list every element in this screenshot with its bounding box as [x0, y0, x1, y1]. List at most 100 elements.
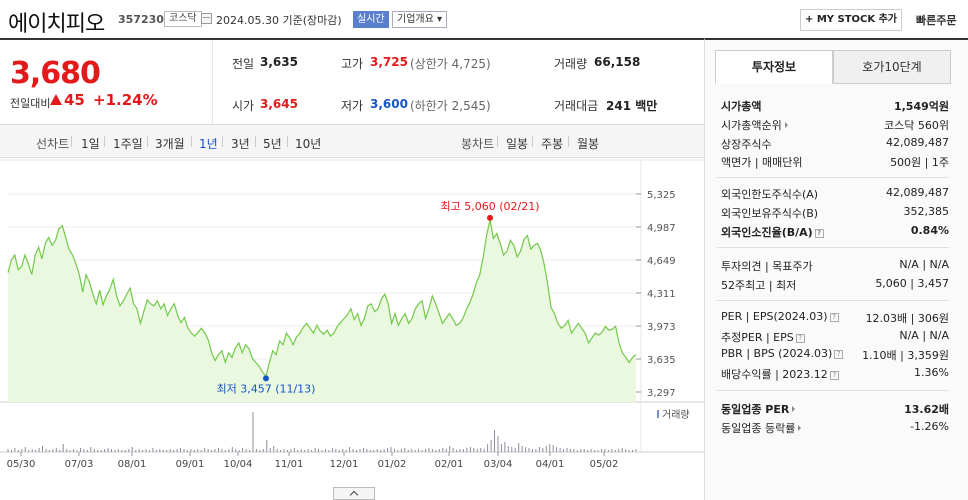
divider — [497, 136, 498, 147]
tab-1w[interactable]: 1주일 — [113, 137, 143, 151]
y-axis: 5,325 4,987 4,649 4,311 3,973 3,635 3,297 — [636, 190, 676, 399]
divider — [71, 136, 72, 147]
quick-order-button[interactable]: 빠른주문 — [916, 14, 957, 27]
divider — [222, 136, 223, 147]
tab-3y[interactable]: 3년 — [231, 137, 250, 151]
est-per-label: 추정PER | EPS? — [721, 329, 805, 345]
triangle-right-icon — [784, 122, 788, 128]
open-label: 시가 — [232, 99, 255, 113]
line-chart-title: 선차트 — [36, 137, 70, 151]
divider — [104, 136, 105, 147]
est-per-value: N/A | N/A — [899, 329, 949, 342]
triangle-right-icon — [792, 406, 796, 412]
low-label: 저가 — [341, 99, 364, 113]
shares-row: 상장주식수 42,089,487 — [717, 135, 949, 153]
high-marker — [487, 214, 494, 221]
market-cap-rank-row[interactable]: 시가총액순위 코스닥 560위 — [717, 116, 949, 134]
stock-code: 357230 — [118, 13, 164, 26]
help-icon[interactable]: ? — [829, 313, 839, 322]
foreign-hold-row: 외국인보유주식수(B) 352,385 — [717, 204, 949, 222]
sector-rate-label: 동일업종 등락률 — [721, 420, 802, 436]
triangle-right-icon — [798, 425, 802, 431]
opinion-label: 투자의견 | 목표주가 — [721, 260, 813, 273]
tab-1d[interactable]: 1일 — [81, 137, 100, 151]
x-tick-label: 05/30 — [7, 459, 36, 470]
tab-monthly[interactable]: 월봉 — [577, 137, 600, 151]
tab-5y[interactable]: 5년 — [263, 137, 282, 151]
est-per-label-text: 추정PER | EPS — [721, 331, 794, 344]
shares-value: 42,089,487 — [886, 136, 949, 149]
foreign-limit-row: 외국인한도주식수(A) 42,089,487 — [717, 185, 949, 203]
expand-chart-button[interactable] — [333, 487, 375, 500]
high-label: 고가 — [341, 57, 364, 71]
divider — [717, 390, 949, 391]
y-tick-label: 3,297 — [647, 388, 676, 399]
price-change: 45 — [64, 91, 85, 109]
realtime-button[interactable]: 실시간 — [353, 11, 389, 28]
par-value: 500원 | 1주 — [890, 156, 949, 169]
y-tick-label: 4,987 — [647, 223, 676, 234]
tab-10y[interactable]: 10년 — [295, 137, 322, 151]
x-tick-label: 08/01 — [118, 459, 147, 470]
tab-investment-info[interactable]: 투자정보 — [715, 50, 833, 84]
calendar-icon — [201, 13, 212, 24]
rank-label: 시가총액순위 — [721, 117, 788, 133]
volume-label: 거래량 — [554, 57, 588, 71]
current-price: 3,680 — [10, 56, 101, 91]
sector-rate-value: -1.26% — [910, 420, 949, 433]
low-annotation: 최저 3,457 (11/13) — [216, 382, 315, 395]
dividend-row: 배당수익률 | 2023.12? 1.36% — [717, 365, 949, 383]
x-tick-label: 04/01 — [536, 459, 565, 470]
foreign-limit-label: 외국인한도주식수(A) — [721, 188, 819, 201]
price-chart[interactable]: 5,325 4,987 4,649 4,311 3,973 3,635 3,297 05/3… — [0, 120, 704, 487]
tab-order-book[interactable]: 호가10단계 — [833, 50, 951, 84]
x-tick-label: 09/01 — [176, 459, 205, 470]
volume-bars: 거래량 — [7, 409, 690, 452]
divider — [568, 136, 569, 147]
y-tick-label: 3,635 — [647, 355, 676, 366]
stock-name: 에이치피오 — [8, 12, 105, 37]
x-tick-label: 05/02 — [590, 459, 619, 470]
y-tick-label: 4,649 — [647, 256, 676, 267]
price-panel: 3,680 전일대비 45 +1.24% 전일 3,635 고가 3,725 (… — [0, 38, 704, 500]
x-tick-label: 12/01 — [330, 459, 359, 470]
help-icon[interactable]: ? — [829, 371, 839, 380]
est-per-row: 추정PER | EPS? N/A | N/A — [717, 328, 949, 346]
dividend-label-text: 배당수익률 | 2023.12 — [721, 368, 828, 381]
foreign-ratio-row: 외국인소진율(B/A)? 0.84% — [717, 223, 949, 241]
week52-value: 5,060 | 3,457 — [875, 277, 949, 290]
opinion-row: 투자의견 | 목표주가 N/A | N/A — [717, 257, 949, 275]
divider — [212, 40, 213, 124]
stock-header: 에이치피오 357230 코스닥 2024.05.30 기준(장마감) 실시간 … — [0, 0, 968, 38]
pbr-label: PBR | BPS (2024.03)? — [721, 347, 844, 360]
sector-per-row[interactable]: 동일업종 PER 13.62배 — [717, 400, 949, 418]
tab-1y[interactable]: 1년 — [199, 137, 218, 151]
foreign-ratio-label: 외국인소진율(B/A)? — [721, 224, 824, 240]
help-icon[interactable]: ? — [834, 350, 844, 359]
x-tick-label: 01/02 — [378, 459, 407, 470]
per-label: PER | EPS(2024.03)? — [721, 310, 839, 323]
tab-daily[interactable]: 일봉 — [506, 137, 529, 151]
divider — [532, 136, 533, 147]
upper-limit: (상한가 4,725) — [410, 57, 491, 71]
week52-row: 52주최고 | 최저 5,060 | 3,457 — [717, 276, 949, 294]
dividend-label: 배당수익률 | 2023.12? — [721, 366, 839, 382]
high-annotation: 최고 5,060 (02/21) — [441, 200, 540, 213]
change-rate: +1.24% — [93, 91, 158, 109]
tab-3m[interactable]: 3개월 — [155, 137, 185, 151]
rank-value: 코스닥 560위 — [884, 119, 949, 132]
quote-summary: 3,680 전일대비 45 +1.24% 전일 3,635 고가 3,725 (… — [0, 40, 704, 124]
tab-weekly[interactable]: 주봉 — [541, 137, 564, 151]
help-icon[interactable]: ? — [814, 229, 824, 238]
chart-period-tabs: 선차트 1일 1주일 3개월 1년 3년 5년 10년 봉차트 일봉 주봉 월봉 — [0, 124, 704, 158]
market-cap-value: 1,549억원 — [893, 100, 949, 113]
company-info-dropdown[interactable]: 기업개요 ▾ — [392, 11, 447, 28]
price-area — [8, 219, 636, 402]
pbr-label-text: PBR | BPS (2024.03) — [721, 347, 833, 360]
sector-rate-row[interactable]: 동일업종 등락률 -1.26% — [717, 419, 949, 437]
add-my-stock-button[interactable]: + MY STOCK 추가 — [800, 9, 902, 31]
amount-value: 241 백만 — [606, 99, 658, 113]
help-icon[interactable]: ? — [795, 334, 805, 343]
market-badge: 코스닥 — [164, 11, 202, 27]
divider — [255, 136, 256, 147]
